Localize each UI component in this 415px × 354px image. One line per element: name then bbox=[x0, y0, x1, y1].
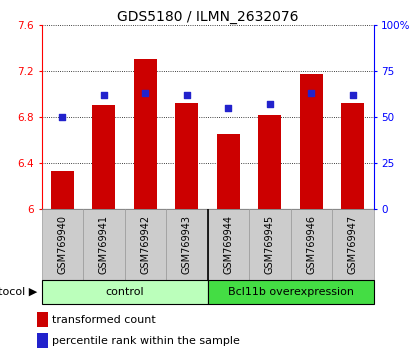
Text: GSM769947: GSM769947 bbox=[348, 215, 358, 274]
Bar bbox=[300, 74, 323, 209]
Text: GSM769941: GSM769941 bbox=[99, 215, 109, 274]
Text: percentile rank within the sample: percentile rank within the sample bbox=[52, 336, 240, 346]
Bar bbox=[37, 333, 48, 348]
Point bbox=[59, 114, 66, 120]
Point bbox=[100, 92, 107, 98]
Text: protocol ▶: protocol ▶ bbox=[0, 287, 37, 297]
Bar bbox=[176, 103, 198, 209]
Text: transformed count: transformed count bbox=[52, 315, 156, 325]
Text: GSM769940: GSM769940 bbox=[57, 215, 67, 274]
Bar bbox=[37, 312, 48, 327]
Bar bbox=[290, 209, 332, 280]
Text: control: control bbox=[105, 287, 144, 297]
Point bbox=[225, 105, 232, 110]
Bar bbox=[42, 209, 83, 280]
Point bbox=[142, 90, 149, 96]
Bar bbox=[51, 171, 74, 209]
Point bbox=[349, 92, 356, 98]
Text: GSM769945: GSM769945 bbox=[265, 215, 275, 274]
Bar bbox=[208, 209, 249, 280]
Text: GSM769946: GSM769946 bbox=[306, 215, 316, 274]
Text: Bcl11b overexpression: Bcl11b overexpression bbox=[227, 287, 354, 297]
Bar bbox=[134, 59, 157, 209]
Point bbox=[266, 101, 273, 107]
Text: GSM769944: GSM769944 bbox=[223, 215, 233, 274]
Bar bbox=[83, 209, 124, 280]
Bar bbox=[166, 209, 208, 280]
Point bbox=[308, 90, 315, 96]
Bar bbox=[93, 105, 115, 209]
Bar bbox=[332, 209, 374, 280]
Point bbox=[183, 92, 190, 98]
Bar bbox=[208, 280, 374, 304]
Bar bbox=[217, 134, 240, 209]
Text: GSM769943: GSM769943 bbox=[182, 215, 192, 274]
Bar bbox=[42, 280, 208, 304]
Bar bbox=[124, 209, 166, 280]
Bar bbox=[341, 103, 364, 209]
Title: GDS5180 / ILMN_2632076: GDS5180 / ILMN_2632076 bbox=[117, 10, 298, 24]
Bar bbox=[258, 114, 281, 209]
Text: GSM769942: GSM769942 bbox=[140, 215, 150, 274]
Bar bbox=[249, 209, 290, 280]
